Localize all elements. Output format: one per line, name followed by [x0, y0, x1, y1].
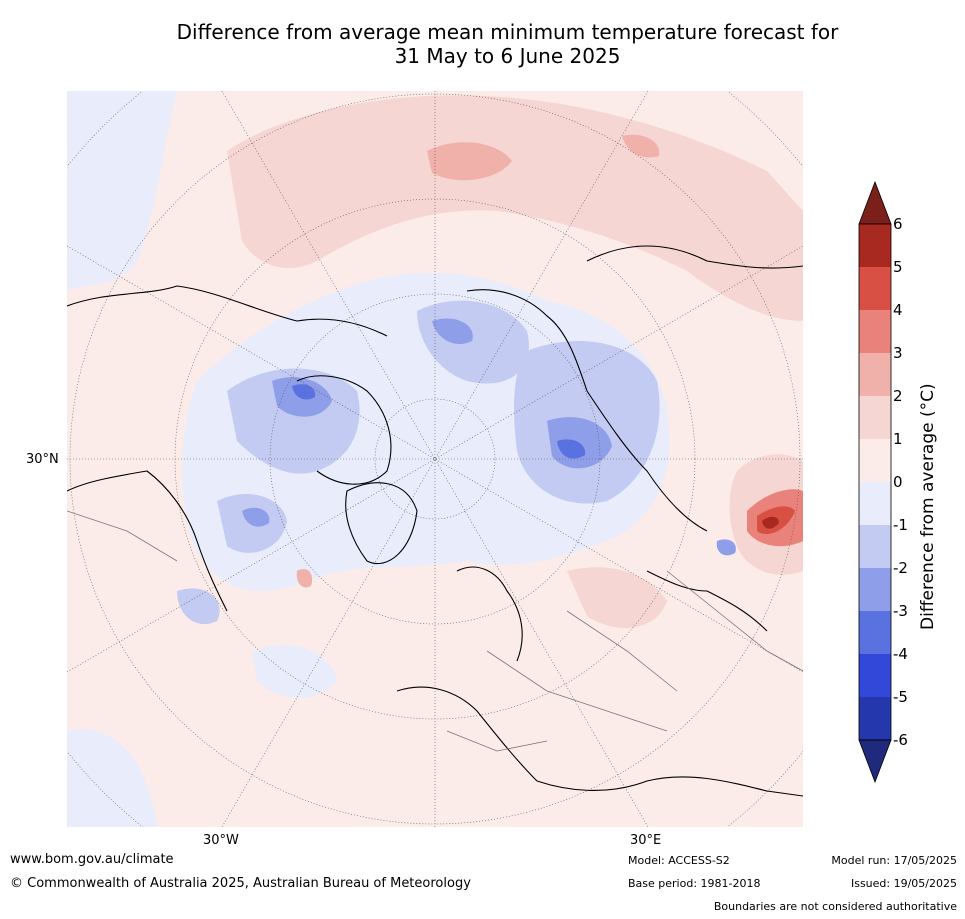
colorbar-bin — [859, 353, 891, 396]
coastlines — [67, 245, 803, 797]
model-text: Model: ACCESS-S2 — [628, 854, 730, 867]
colorbar-tick: -1 — [893, 516, 908, 534]
colorbar-tick: -6 — [893, 731, 908, 749]
anomaly-region-negative — [432, 318, 473, 345]
colorbar: 6 5 4 3 2 1 0 -1 -2 -3 -4 -5 -6 — [855, 180, 965, 785]
lat-label-30n: 30°N — [26, 452, 59, 467]
issued-text: Issued: 19/05/2025 — [850, 877, 957, 890]
colorbar-tick: 1 — [893, 430, 903, 448]
anomaly-region-positive — [427, 142, 512, 181]
map-title: Difference from average mean minimum tem… — [60, 20, 955, 68]
anomaly-region-negative — [252, 645, 337, 698]
disclaimer-text: Boundaries are not considered authoritat… — [713, 900, 957, 913]
colorbar-bin — [859, 482, 891, 525]
colorbar-bin — [859, 267, 891, 310]
model-run-text: Model run: 17/05/2025 — [831, 854, 957, 867]
anomaly-region-positive — [567, 567, 667, 628]
colorbar-bin — [859, 224, 891, 267]
colorbar-tick: -2 — [893, 559, 908, 577]
anomaly-region-negative — [547, 417, 612, 469]
colorbar-tick: 0 — [893, 473, 903, 491]
colorbar-bin — [859, 654, 891, 697]
copyright-text: © Commonwealth of Australia 2025, Austra… — [10, 876, 471, 891]
anomaly-region-negative — [557, 439, 586, 459]
colorbar-extend-low — [858, 739, 892, 784]
anomaly-region-negative — [292, 384, 316, 400]
anomaly-region-positive — [296, 568, 313, 588]
colorbar-bin — [859, 525, 891, 568]
anomaly-region-positive — [762, 516, 779, 529]
base-period-text: Base period: 1981-2018 — [628, 877, 761, 890]
colorbar-bin — [859, 611, 891, 654]
graticule — [67, 91, 803, 827]
lon-label-30w: 30°W — [203, 833, 239, 848]
title-line-2: 31 May to 6 June 2025 — [394, 44, 621, 68]
colorbar-bin — [859, 697, 891, 740]
anomaly-region-negative — [716, 539, 736, 556]
colorbar-tick: 2 — [893, 387, 903, 405]
colorbar-tick: 4 — [893, 301, 903, 319]
colorbar-tick: -4 — [893, 645, 908, 663]
lon-label-30e: 30°E — [630, 833, 662, 848]
colorbar-bin — [859, 396, 891, 439]
colorbar-tick: -3 — [893, 602, 908, 620]
colorbar-bin — [859, 310, 891, 353]
anomaly-region-negative — [177, 588, 220, 625]
polar-map — [67, 91, 803, 827]
colorbar-tick: -5 — [893, 688, 908, 706]
anomaly-map-svg — [67, 91, 803, 827]
colorbar-title: Difference from average (°C) — [918, 383, 938, 630]
colorbar-tick: 5 — [893, 258, 903, 276]
colorbar-bin — [859, 568, 891, 611]
anomaly-region-negative — [67, 91, 177, 291]
colorbar-svg — [858, 180, 892, 784]
country-borders — [67, 510, 803, 752]
website-link[interactable]: www.bom.gov.au/climate — [10, 852, 174, 867]
colorbar-tick: 3 — [893, 344, 903, 362]
colorbar-tick: 6 — [893, 215, 903, 233]
anomaly-region-positive — [622, 134, 660, 158]
colorbar-extend-high — [858, 180, 892, 225]
title-line-1: Difference from average mean minimum tem… — [176, 20, 839, 44]
colorbar-frame — [858, 223, 892, 741]
anomaly-region-negative — [67, 729, 157, 827]
colorbar-bin — [859, 439, 891, 482]
anomaly-region-negative — [242, 507, 270, 527]
